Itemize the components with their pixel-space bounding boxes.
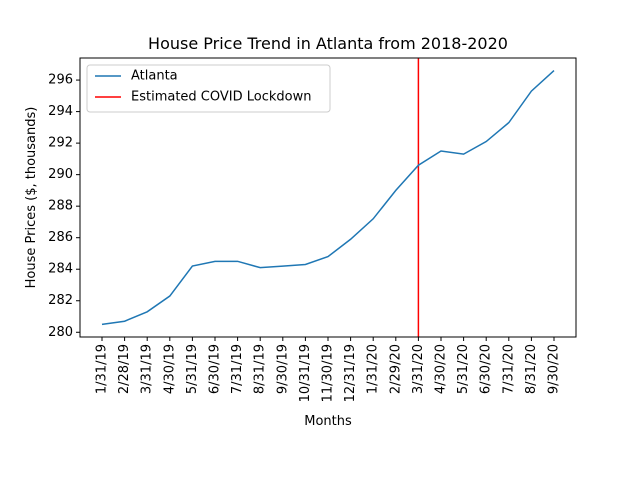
x-tick-label: 12/31/19 — [343, 344, 358, 402]
legend: Atlanta Estimated COVID Lockdown — [86, 64, 331, 113]
x-tick-label: 10/31/19 — [298, 344, 313, 402]
x-tick-label: 5/31/19 — [185, 344, 200, 394]
x-axis-ticks: 1/31/19 2/28/19 3/31/19 4/30/19 5/31/19 6/30/… — [95, 337, 562, 402]
x-tick-label: 5/31/20 — [456, 344, 471, 394]
series-line-atlanta — [101, 70, 555, 326]
legend-label-covid-lockdown: Estimated COVID Lockdown — [131, 90, 311, 105]
y-tick-label: 286 — [48, 230, 73, 245]
legend-label-atlanta: Atlanta — [131, 69, 178, 84]
y-tick-label: 288 — [48, 199, 73, 214]
x-tick-label: 6/30/20 — [479, 344, 494, 394]
x-tick-label: 1/31/20 — [366, 344, 381, 394]
y-axis-label: House Prices ($, thousands) — [24, 107, 39, 289]
x-tick-label: 6/30/19 — [208, 344, 223, 394]
legend-box — [86, 64, 331, 113]
x-tick-label: 7/31/19 — [230, 344, 245, 394]
x-tick-label: 8/31/19 — [253, 344, 268, 394]
x-tick-label: 3/31/19 — [140, 344, 155, 394]
x-tick-label: 7/31/20 — [501, 344, 516, 394]
x-tick-label: 9/30/20 — [547, 344, 562, 394]
x-tick-label: 1/31/19 — [95, 344, 110, 394]
y-axis-ticks: 280 282 284 286 288 290 292 294 296 — [48, 73, 80, 340]
y-tick-label: 282 — [48, 293, 73, 308]
x-tick-label: 8/31/20 — [524, 344, 539, 394]
y-tick-label: 290 — [48, 167, 73, 182]
y-tick-label: 280 — [48, 325, 73, 340]
x-tick-label: 3/31/20 — [411, 344, 426, 394]
y-tick-label: 292 — [48, 136, 73, 151]
x-axis-label: Months — [304, 414, 352, 429]
plot-frame — [79, 57, 577, 338]
x-tick-label: 2/29/20 — [388, 344, 403, 394]
chart-title: House Price Trend in Atlanta from 2018-2… — [148, 34, 508, 53]
y-tick-label: 284 — [48, 262, 73, 277]
y-tick-label: 296 — [48, 73, 73, 88]
x-tick-label: 4/30/19 — [162, 344, 177, 394]
x-tick-label: 9/30/19 — [275, 344, 290, 394]
y-tick-label: 294 — [48, 104, 73, 119]
x-tick-label: 4/30/20 — [434, 344, 449, 394]
x-tick-label: 11/30/19 — [321, 344, 336, 402]
x-tick-label: 2/28/19 — [117, 344, 132, 394]
